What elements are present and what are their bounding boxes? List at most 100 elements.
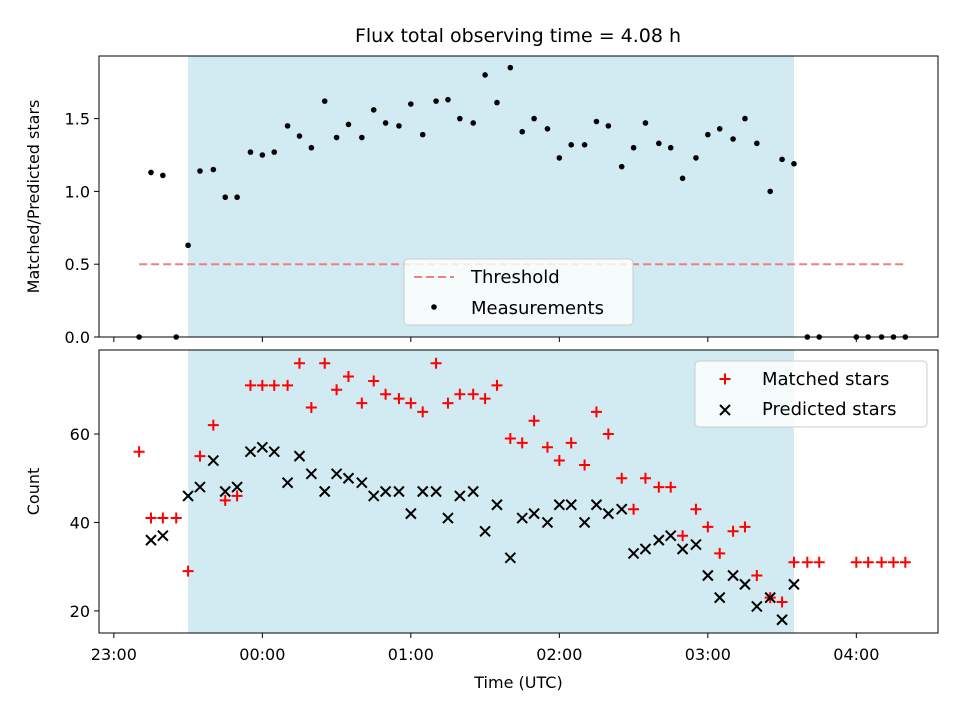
measurement-point	[160, 172, 166, 179]
ratio-y-axis-label: Matched/Predicted stars	[24, 100, 43, 294]
ratio-y-tick-label: 1.5	[65, 110, 90, 129]
measurement-point	[630, 144, 637, 151]
measurement-point	[148, 169, 154, 176]
predicted-star-point	[751, 600, 763, 613]
matched-star-point	[293, 357, 305, 369]
measurement-point	[370, 107, 377, 113]
predicted-star-point	[182, 490, 194, 502]
measurement-point	[433, 98, 439, 104]
measurement-point	[593, 118, 600, 125]
predicted-star-point	[281, 476, 294, 489]
predicted-star-point	[145, 534, 157, 546]
matched-star-point	[491, 379, 503, 391]
count-y-axis-label: Count	[24, 468, 43, 516]
matched-star-point	[714, 547, 726, 559]
predicted-star-point	[356, 476, 368, 489]
count-y-tick-label: 20	[70, 602, 90, 621]
measurement-point	[730, 136, 736, 142]
measurement-point	[656, 140, 662, 147]
measurement-point	[791, 160, 797, 167]
measurement-point	[296, 133, 303, 139]
predicted-star-point	[788, 578, 800, 591]
predicted-star-point	[368, 490, 380, 502]
matched-star-point	[579, 459, 591, 471]
matched-star-point	[639, 472, 651, 484]
measurement-point	[308, 144, 315, 151]
legend-measurement-label: Measurements	[471, 298, 604, 319]
predicted-star-point	[479, 525, 491, 538]
measurement-point	[605, 123, 612, 129]
matched-star-point	[282, 379, 294, 391]
predicted-star-point	[665, 530, 677, 542]
matched-star-point	[876, 556, 888, 568]
matched-star-point	[727, 525, 739, 537]
ratio-panel: 0.0 0.5 1.0 1.5 Matched/Predicted stars Thres…	[24, 55, 939, 347]
predicted-star-point	[430, 485, 442, 498]
matched-star-point	[653, 481, 665, 493]
predicted-star-point	[714, 591, 726, 604]
predicted-star-point	[653, 534, 665, 546]
measurement-point	[705, 131, 711, 138]
predicted-star-point	[578, 516, 591, 529]
measurement-point	[408, 101, 414, 107]
matched-star-point	[405, 397, 417, 409]
matched-star-point	[862, 556, 874, 568]
legend-box	[403, 258, 634, 326]
measurement-point	[556, 155, 563, 161]
matched-star-point	[170, 512, 182, 524]
predicted-star-point	[157, 530, 169, 542]
matched-star-point	[305, 401, 317, 413]
predicted-star-point	[516, 512, 528, 524]
matched-star-point	[516, 437, 528, 449]
predicted-star-point	[690, 538, 702, 551]
matched-star-point	[801, 556, 813, 568]
x-tick-label: 04:00	[833, 645, 879, 664]
measurement-point	[618, 163, 625, 170]
matched-star-point	[565, 437, 577, 449]
predicted-star-point	[590, 499, 603, 511]
predicted-star-point	[268, 445, 280, 458]
matched-star-point	[590, 406, 602, 418]
predicted-star-point	[244, 445, 257, 458]
measurement-point	[382, 120, 389, 126]
matched-star-point	[157, 512, 169, 524]
matched-star-point	[628, 503, 640, 515]
measurement-point	[693, 155, 699, 161]
predicted-star-point	[194, 481, 206, 493]
matched-star-point	[342, 371, 354, 383]
ratio-legend: Threshold Measurements	[403, 258, 634, 326]
ratio-y-tick-label: 0.5	[65, 255, 90, 274]
legend-matched-swatch	[719, 373, 731, 385]
measurement-point	[185, 242, 191, 249]
measurement-point	[259, 152, 266, 158]
measurement-point	[210, 166, 217, 173]
matched-star-point	[788, 556, 800, 568]
predicted-star-point	[330, 468, 343, 480]
matched-star-point	[528, 415, 540, 427]
measurement-point	[482, 72, 488, 78]
matched-star-point	[145, 512, 157, 524]
predicted-star-point	[454, 490, 466, 502]
measurement-point	[234, 194, 240, 201]
predicted-star-point	[776, 614, 788, 626]
x-tick-label: 03:00	[685, 645, 731, 664]
predicted-star-point	[305, 468, 318, 480]
predicted-star-point	[702, 569, 714, 582]
measurement-point	[396, 123, 402, 129]
predicted-star-point	[417, 485, 429, 498]
predicted-star-point	[319, 485, 331, 498]
measurement-point	[494, 99, 500, 106]
matched-star-point	[331, 384, 343, 396]
measurement-point	[247, 149, 254, 155]
measurement-point	[507, 64, 514, 71]
predicted-star-point	[219, 485, 231, 498]
count-y-tick-label: 60	[70, 425, 90, 444]
measurement-point	[321, 98, 328, 104]
legend-predicted-label: Predicted stars	[762, 399, 896, 420]
predicted-star-point	[293, 450, 306, 462]
count-y-tick-label: 40	[70, 513, 90, 532]
ratio-y-tick-label: 1.0	[65, 182, 90, 201]
legend-matched-label: Matched stars	[762, 369, 889, 390]
predicted-star-point	[541, 516, 554, 529]
legend-predicted-swatch	[719, 404, 731, 416]
